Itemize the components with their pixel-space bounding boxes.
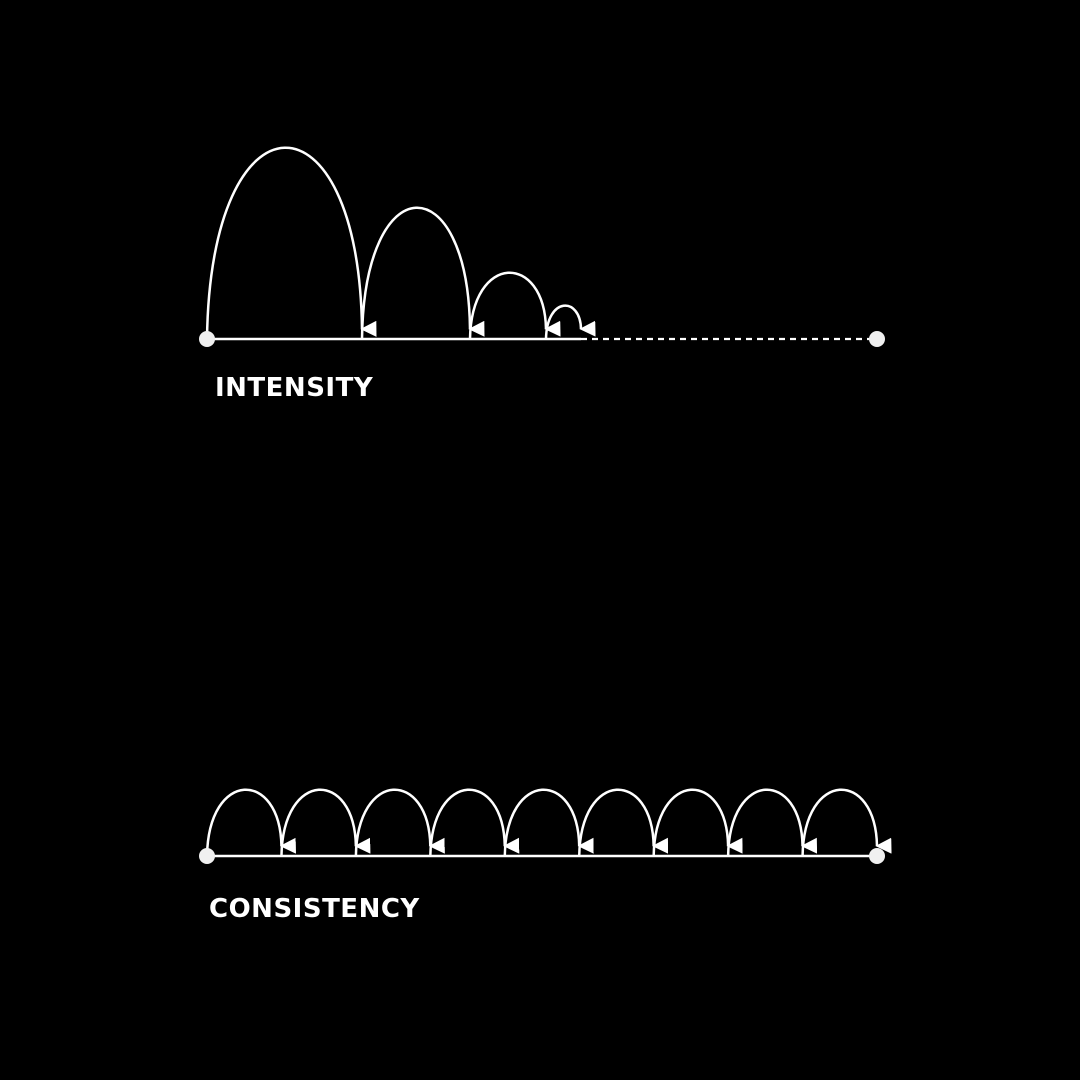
consistency-arc: [726, 788, 818, 857]
consistency-arc: [280, 788, 371, 857]
intensity-end-dot: [869, 331, 885, 347]
consistency-arc: [577, 788, 669, 857]
intensity-arcs: [205, 146, 596, 340]
intensity-arc: [544, 304, 596, 340]
intensity-arc: [468, 271, 561, 340]
consistency-label: CONSISTENCY: [209, 894, 420, 924]
consistency-arc: [503, 788, 594, 857]
intensity-arc: [360, 206, 485, 340]
consistency-arc: [429, 788, 520, 857]
consistency-start-dot: [199, 848, 215, 864]
consistency-arc: [354, 788, 445, 857]
consistency-arcs: [205, 788, 892, 857]
consistency-arc: [652, 788, 743, 857]
consistency-end-dot: [869, 848, 885, 864]
intensity-arc: [205, 146, 377, 340]
consistency-diagram: CONSISTENCY: [199, 788, 892, 924]
intensity-label: INTENSITY: [215, 373, 374, 403]
consistency-arc: [205, 788, 297, 857]
consistency-arc: [801, 788, 892, 857]
intensity-diagram: INTENSITY: [199, 146, 885, 403]
intensity-start-dot: [199, 331, 215, 347]
